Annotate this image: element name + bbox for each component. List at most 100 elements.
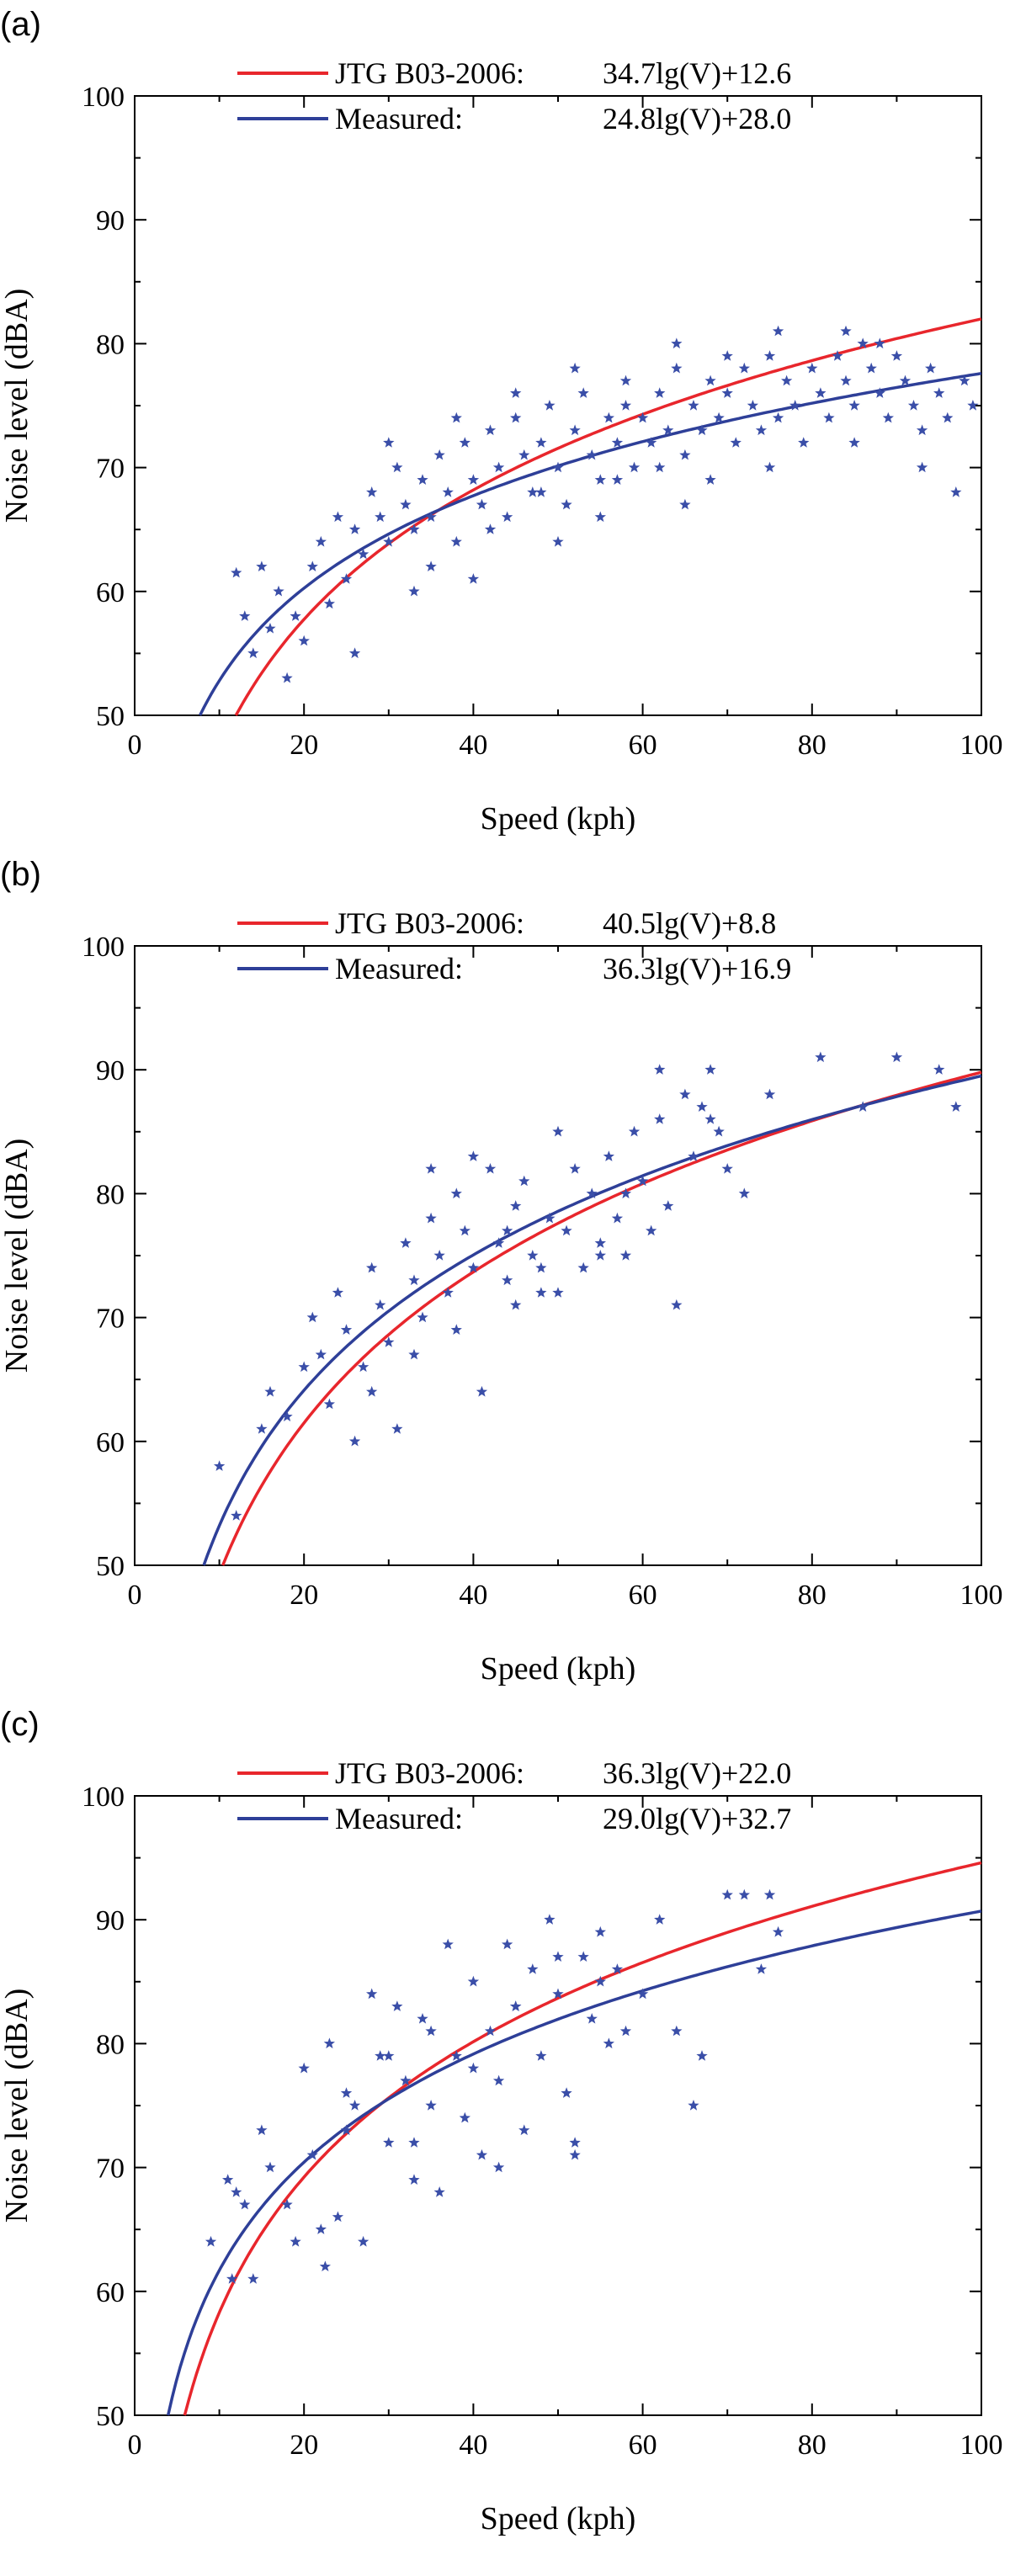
scatter-point <box>798 437 810 448</box>
scatter-point <box>781 374 793 386</box>
panel-label: (c) <box>0 1706 40 1743</box>
curve-jtg <box>234 317 982 716</box>
scatter-point <box>569 1163 581 1174</box>
scatter-point <box>332 511 344 523</box>
scatter-point <box>332 1287 344 1298</box>
scatter-point <box>535 486 547 497</box>
scatter-point <box>391 2000 403 2011</box>
scatter-point <box>586 1187 598 1199</box>
scatter-point <box>806 362 818 374</box>
x-tick-label: 40 <box>459 2430 487 2461</box>
scatter-point <box>492 461 505 473</box>
plot-frame <box>134 945 982 1566</box>
scatter-point <box>840 325 852 337</box>
scatter-point <box>450 1324 462 1335</box>
scatter-point <box>848 437 860 448</box>
scatter-point <box>239 610 251 621</box>
scatter-point <box>383 1336 395 1347</box>
scatter-point <box>319 2260 331 2271</box>
scatter-point <box>925 362 937 374</box>
scatter-point <box>586 449 598 460</box>
panel-label: (b) <box>0 856 41 893</box>
scatter-point <box>467 1261 480 1273</box>
scatter-point <box>950 486 962 497</box>
scatter-point <box>561 1224 572 1236</box>
x-tick-label: 20 <box>290 730 318 761</box>
scatter-point <box>476 498 488 510</box>
y-tick-label: 100 <box>82 82 125 113</box>
axis-ticks: 0 20 40 60 80 100 50 60 70 80 90 100 <box>82 82 1003 761</box>
y-tick-label: 90 <box>96 1905 125 1936</box>
scatter-point <box>425 560 437 571</box>
scatter-point <box>772 412 784 423</box>
scatter-point <box>662 1200 674 1211</box>
panel-b: (b) 0 20 40 60 80 100 50 60 70 80 90 100 Speed (kph… <box>0 856 1003 1686</box>
scatter-point <box>375 511 386 523</box>
scatter-point <box>619 2025 632 2037</box>
scatter-point <box>247 2273 259 2284</box>
scatter-point <box>628 1125 641 1137</box>
legend-label-jtg: JTG B03-2006: <box>335 56 524 90</box>
scatter-point <box>231 2186 242 2197</box>
scatter-point <box>306 2148 318 2160</box>
scatter-point <box>721 1163 733 1174</box>
legend-label-measured: Measured: <box>335 952 463 985</box>
scatter-point <box>696 2050 708 2061</box>
scatter-point <box>518 2124 530 2136</box>
legend-eq-jtg: 36.3lg(V)+22.0 <box>603 1756 791 1790</box>
scatter-point <box>247 647 259 659</box>
scatter-point <box>933 1064 945 1075</box>
scatter-point <box>619 1187 632 1199</box>
scatter-point <box>205 2235 217 2247</box>
y-axis-title: Noise level (dBA) <box>0 1139 35 1373</box>
x-tick-label: 0 <box>128 730 142 761</box>
scatter-point <box>306 560 318 571</box>
scatter-point <box>671 362 683 374</box>
scatter-point <box>950 1101 962 1112</box>
scatter-point <box>527 1963 539 1974</box>
axis-ticks: 0 20 40 60 80 100 50 60 70 80 90 100 <box>82 932 1003 1611</box>
scatter-point <box>654 1064 666 1075</box>
scatter-point <box>226 2273 238 2284</box>
x-tick-label: 40 <box>459 730 487 761</box>
legend-eq-measured: 24.8lg(V)+28.0 <box>603 102 791 135</box>
scatter-point <box>628 461 641 473</box>
legend-label-jtg: JTG B03-2006: <box>335 906 524 940</box>
scatter-point <box>882 412 894 423</box>
x-tick-label: 0 <box>128 2430 142 2461</box>
scatter-point <box>594 1250 606 1261</box>
scatter-point <box>704 474 716 485</box>
scatter-point <box>654 461 666 473</box>
scatter-point <box>442 486 454 497</box>
scatter-point <box>688 2100 699 2111</box>
scatter-point <box>400 1237 412 1248</box>
scatter-point <box>544 400 556 411</box>
scatter-point <box>484 2025 497 2037</box>
plot-area: 0 20 40 60 80 100 50 60 70 80 90 100 <box>82 82 1003 761</box>
fit-curves <box>199 317 982 716</box>
curve-jtg <box>221 1070 982 1566</box>
x-tick-label: 80 <box>798 2430 827 2461</box>
scatter-point <box>874 387 885 398</box>
scatter-point <box>391 1423 403 1434</box>
scatter-point <box>569 2137 581 2148</box>
scatter-point <box>535 1287 547 1298</box>
scatter-point <box>213 1460 226 1471</box>
scatter-point <box>231 566 242 578</box>
scatter-point <box>569 362 581 374</box>
x-axis-title: Speed (kph) <box>481 1651 636 1686</box>
scatter-point <box>375 1299 386 1310</box>
scatter-point <box>569 424 581 436</box>
y-tick-label: 90 <box>96 1055 125 1086</box>
scatter-point <box>527 1250 539 1261</box>
scatter-point <box>340 1324 353 1335</box>
scatter-point <box>281 672 293 683</box>
x-axis-title: Speed (kph) <box>481 2501 636 2536</box>
scatter-point <box>467 1975 480 1987</box>
scatter-point <box>484 424 497 436</box>
scatter-point <box>408 2137 420 2148</box>
scatter-point <box>738 1888 750 1900</box>
legend: JTG B03-2006: 34.7lg(V)+12.6 Measured: 2… <box>237 56 791 135</box>
scatter-point <box>654 1113 666 1124</box>
scatter-point <box>535 2050 547 2061</box>
